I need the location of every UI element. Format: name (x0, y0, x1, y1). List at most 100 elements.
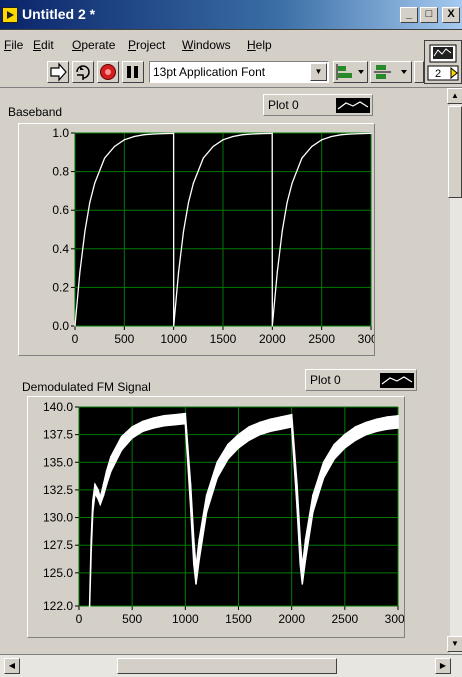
pause-button[interactable] (122, 61, 144, 83)
menu-edit[interactable]: Edit (33, 38, 54, 52)
scroll-left-button[interactable]: ◀ (4, 658, 20, 674)
chevron-down-icon: ▼ (310, 63, 327, 81)
font-dropdown[interactable]: 13pt Application Font ▼ (149, 61, 329, 83)
scroll-up-button[interactable]: ▲ (447, 88, 462, 104)
data-point (110, 470, 112, 472)
menu-project[interactable]: Project (128, 38, 166, 52)
data-point (375, 418, 378, 420)
data-point (350, 133, 352, 135)
horizontal-scrollbar[interactable]: ◀ ▶ (0, 654, 462, 677)
data-point (290, 413, 293, 416)
resize-objects-button[interactable] (414, 61, 424, 83)
data-point (133, 135, 135, 138)
window-title: Untitled 2 * (22, 6, 96, 22)
data-point (276, 271, 278, 273)
data-point (187, 201, 190, 204)
data-point (321, 139, 323, 141)
plot-legend-name: Plot 0 (310, 373, 341, 387)
restore-button[interactable]: □ (420, 7, 438, 23)
x-tick-label: 0 (76, 612, 83, 626)
data-point (102, 483, 105, 486)
data-point (248, 426, 250, 428)
close-button[interactable]: X (442, 7, 460, 23)
pause-icon (127, 66, 138, 78)
data-point (301, 157, 303, 159)
data-point (152, 417, 155, 419)
data-point (312, 511, 314, 513)
waveform-graph-fm[interactable]: 0 500 1000 1500 2000 2500 3000 122.0 125.0 127.5 1… (27, 396, 412, 638)
data-point (269, 418, 272, 420)
menu-help[interactable]: Help (247, 38, 272, 52)
data-point (173, 423, 176, 426)
data-point (131, 437, 133, 439)
line-style-icon (380, 373, 414, 388)
data-point (222, 139, 224, 141)
data-point (90, 538, 93, 541)
data-point (322, 461, 325, 464)
graph-label-baseband[interactable]: Baseband (8, 105, 63, 119)
vi-icon (427, 44, 459, 81)
labview-vi-icon[interactable] (2, 7, 18, 23)
y-tick-label: 0.6 (52, 203, 69, 217)
plot-legend-fm[interactable]: Plot 0 (305, 369, 417, 391)
data-point (192, 182, 194, 184)
data-point (286, 201, 288, 204)
data-point (92, 511, 94, 513)
plot-legend-baseband[interactable]: Plot 0 (263, 94, 373, 116)
abort-button[interactable] (97, 61, 119, 83)
data-point (397, 427, 399, 429)
data-point (102, 494, 105, 497)
horizontal-scroll-thumb[interactable] (117, 658, 337, 674)
baseband-plot[interactable]: 0 500 1000 1500 2000 2500 3000 0.0 0.2 0.4 0.6 0.8 1… (19, 124, 384, 355)
run-continuously-button[interactable] (72, 61, 94, 83)
minimize-button[interactable]: _ (400, 7, 418, 23)
data-point (242, 134, 244, 136)
data-point (333, 443, 336, 446)
x-tick-label: 3000 (358, 332, 374, 346)
menu-file[interactable]: File (4, 38, 24, 52)
x-tick-label: 3000 (385, 612, 404, 626)
data-point (205, 511, 208, 513)
y-tick-label: 0.2 (52, 280, 69, 294)
data-point (365, 421, 367, 424)
menu-windows[interactable]: Windows (182, 38, 231, 52)
data-point (330, 135, 333, 138)
y-tick-label: 0.0 (52, 319, 69, 333)
y-tick-label: 135.0 (43, 455, 73, 469)
data-point (189, 483, 192, 486)
front-panel-area: Baseband Plot 0 0 500 1000 1500 2000 2500 3000… (0, 88, 450, 654)
run-button[interactable] (47, 61, 69, 83)
data-point (99, 503, 102, 506)
data-point (79, 271, 81, 273)
title-bar[interactable]: Untitled 2 * _ □ X (0, 0, 462, 30)
y-tick-label: 0.4 (52, 242, 69, 256)
data-point (261, 132, 264, 135)
data-point (344, 433, 346, 436)
data-point (386, 428, 389, 430)
data-point (84, 230, 86, 233)
align-objects-button[interactable] (333, 61, 368, 83)
data-point (163, 415, 165, 417)
data-point (94, 483, 96, 486)
vertical-scroll-thumb[interactable] (448, 106, 462, 198)
data-point (216, 461, 219, 464)
toolbar: 13pt Application Font ▼ (0, 56, 462, 88)
data-point (173, 325, 175, 327)
data-point (131, 426, 133, 428)
data-point (301, 566, 304, 569)
graph-label-fm[interactable]: Demodulated FM Signal (22, 380, 151, 394)
distribute-objects-button[interactable] (370, 61, 412, 83)
run-continuously-icon (76, 65, 90, 80)
data-point (299, 538, 301, 541)
x-tick-label: 500 (114, 332, 134, 346)
vertical-scrollbar[interactable]: ▲ ▼ (447, 88, 462, 654)
menu-operate[interactable]: Operate (72, 38, 116, 52)
scroll-down-button[interactable]: ▼ (447, 636, 462, 652)
fm-plot[interactable]: 0 500 1000 1500 2000 2500 3000 122.0 125.0 127.5 1… (28, 397, 412, 637)
data-point (299, 563, 301, 565)
scroll-right-button[interactable]: ▶ (435, 658, 451, 674)
waveform-graph-baseband[interactable]: 0 500 1000 1500 2000 2500 3000 0.0 0.2 0.4 0.6 0.8 1… (18, 123, 385, 356)
data-point (291, 182, 293, 184)
vi-connector-pane[interactable]: 2 (424, 40, 462, 84)
data-point (312, 494, 314, 497)
